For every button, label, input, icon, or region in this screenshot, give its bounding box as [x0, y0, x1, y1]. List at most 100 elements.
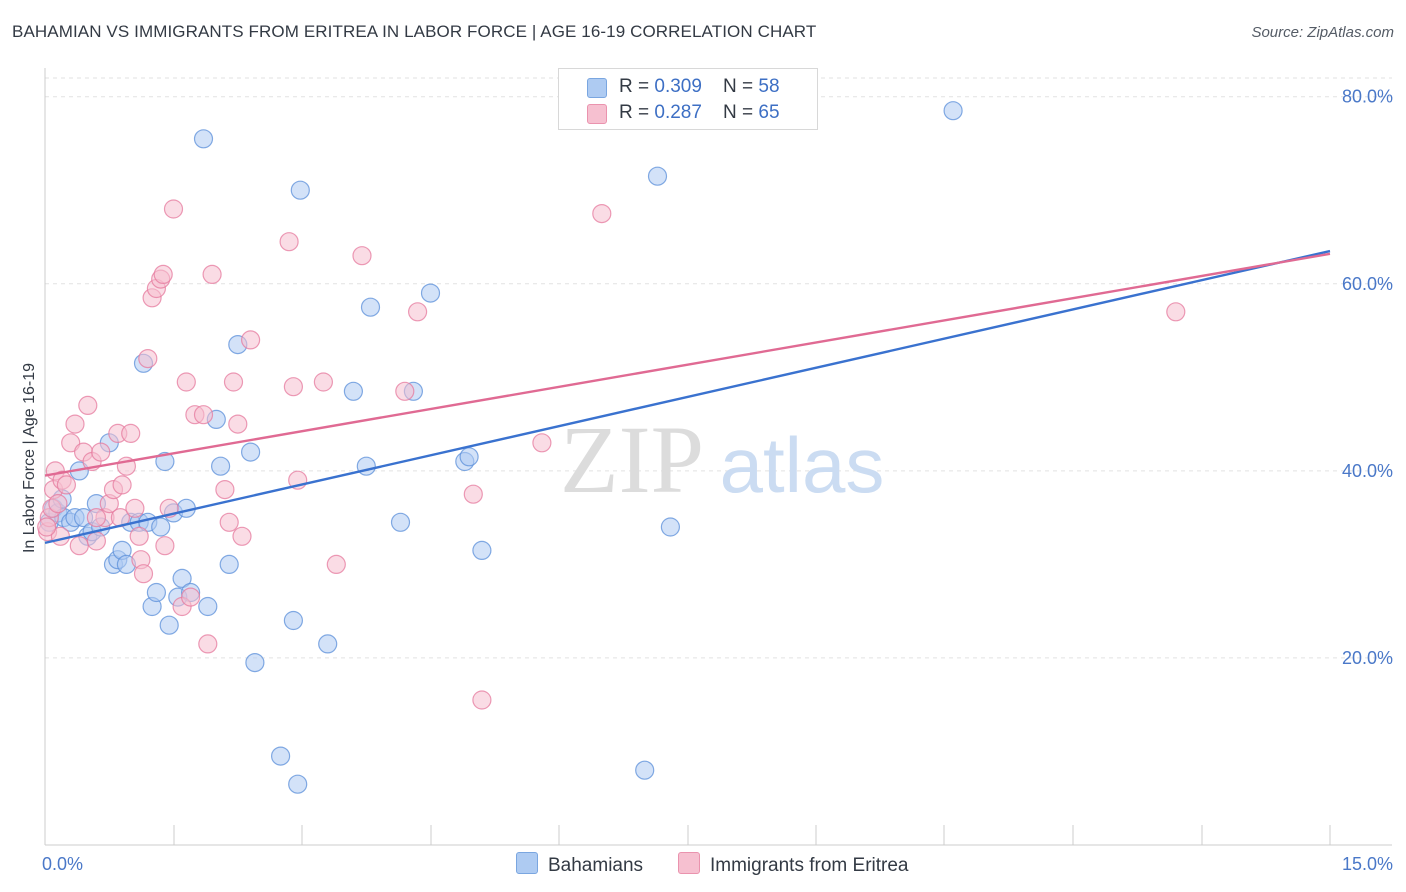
eritrea-point [223, 372, 244, 392]
bahamians-point [151, 517, 171, 537]
bahamians-point [635, 760, 655, 780]
x-tick-labels: 0.0% 15.0% [42, 854, 1393, 874]
eritrea-point [352, 246, 372, 266]
eritrea-trend-line [44, 252, 1331, 477]
bahamians-swatch [587, 78, 607, 98]
bahamians-point [360, 297, 381, 317]
trend-lines [44, 249, 1331, 545]
eritrea-point [313, 372, 333, 392]
y-tick-labels: 20.0% 40.0% 60.0% 80.0% [1342, 87, 1393, 668]
eritrea-point [241, 330, 261, 350]
x-tick-label-max: 15.0% [1342, 854, 1393, 874]
eritrea-point [69, 536, 89, 556]
eritrea-point [78, 395, 98, 415]
x-tick-label-min: 0.0% [42, 854, 83, 874]
eritrea-point [219, 512, 239, 532]
eritrea-legend-swatch [678, 852, 700, 874]
eritrea-point [228, 414, 248, 434]
eritrea-point [138, 349, 158, 369]
y-tick-label: 60.0% [1342, 274, 1393, 294]
bahamians-point [245, 652, 265, 673]
eritrea-point [112, 475, 132, 495]
n-value: 58 [758, 76, 780, 97]
bahamians-point [271, 746, 291, 766]
n-label: N = [723, 76, 759, 97]
eritrea-point [56, 475, 77, 495]
eritrea-point [198, 634, 218, 654]
bahamians-point [943, 101, 963, 121]
eritrea-point [472, 690, 492, 710]
legend-label-eritrea: Immigrants from Eritrea [710, 855, 909, 876]
bahamians-point [172, 568, 192, 589]
watermark: ZIP atlas [560, 406, 884, 513]
bahamians-point [283, 610, 303, 631]
eritrea-point [326, 554, 346, 575]
eritrea-point [193, 405, 214, 425]
eritrea-swatch [587, 104, 607, 124]
r-value: 0.287 [654, 102, 702, 123]
bahamians-point [159, 615, 179, 635]
eritrea-point [215, 480, 235, 500]
y-tick-label: 40.0% [1342, 461, 1393, 481]
eritrea-point [155, 536, 175, 556]
bahamians-point [420, 283, 441, 303]
stats-legend: R = 0.309 N = 58 R = 0.287 N = 65 [558, 68, 818, 130]
eritrea-point [176, 372, 196, 392]
eritrea-point [283, 377, 303, 397]
bahamians-point [472, 540, 492, 561]
legend-item-eritrea[interactable]: Immigrants from Eritrea [678, 852, 908, 877]
bahamians-point [219, 554, 239, 575]
bahamians-point [459, 447, 479, 467]
bahamians-point [318, 634, 338, 654]
eritrea-point [532, 433, 552, 453]
grid-lines [45, 77, 1392, 659]
eritrea-point [181, 587, 201, 607]
eritrea-point [202, 264, 222, 284]
bahamians-point [390, 512, 411, 532]
eritrea-point [86, 507, 107, 528]
eritrea-point [48, 494, 68, 514]
eritrea-point [1166, 302, 1186, 322]
bahamians-point [155, 451, 175, 472]
eritrea-point [133, 564, 154, 584]
eritrea-point [232, 526, 252, 546]
eritrea-point [395, 381, 415, 401]
n-value: 65 [758, 102, 780, 123]
bahamians-point [146, 582, 166, 603]
n-label: N = [723, 102, 759, 123]
eritrea-point [279, 232, 299, 252]
eritrea-point [65, 414, 85, 434]
y-axis-label: In Labor Force | Age 16-19 [21, 363, 38, 553]
eritrea-point [153, 264, 173, 284]
r-value: 0.309 [654, 76, 702, 97]
y-tick-label: 80.0% [1342, 87, 1393, 107]
eritrea-point [121, 423, 141, 443]
watermark-zip: ZIP [560, 406, 704, 513]
source-label: Source: ZipAtlas.com [1251, 24, 1394, 41]
eritrea-point [129, 526, 149, 546]
bahamians-point [290, 180, 310, 200]
legend-label-bahamians: Bahamians [548, 855, 644, 876]
bahamians-point [343, 381, 363, 401]
bahamians-legend-swatch [516, 852, 538, 874]
eritrea-point [91, 442, 111, 462]
eritrea-point [592, 204, 612, 224]
bahamians-point [193, 129, 214, 149]
eritrea-point [125, 498, 145, 518]
eritrea-point [86, 531, 107, 551]
data-points [37, 101, 1186, 794]
axes [44, 68, 1392, 846]
legend-item-bahamians[interactable]: Bahamians [516, 852, 643, 877]
y-tick-label: 20.0% [1342, 648, 1393, 668]
bahamians-point [647, 166, 668, 186]
eritrea-point [463, 484, 483, 504]
eritrea-point [408, 302, 428, 322]
bahamians-trend-line [44, 249, 1331, 545]
r-label: R = [619, 76, 655, 97]
eritrea-point [37, 517, 57, 537]
bahamians-point [241, 442, 261, 462]
watermark-atlas: atlas [720, 421, 885, 509]
eritrea-point [61, 433, 81, 453]
bahamians-point [198, 596, 218, 617]
